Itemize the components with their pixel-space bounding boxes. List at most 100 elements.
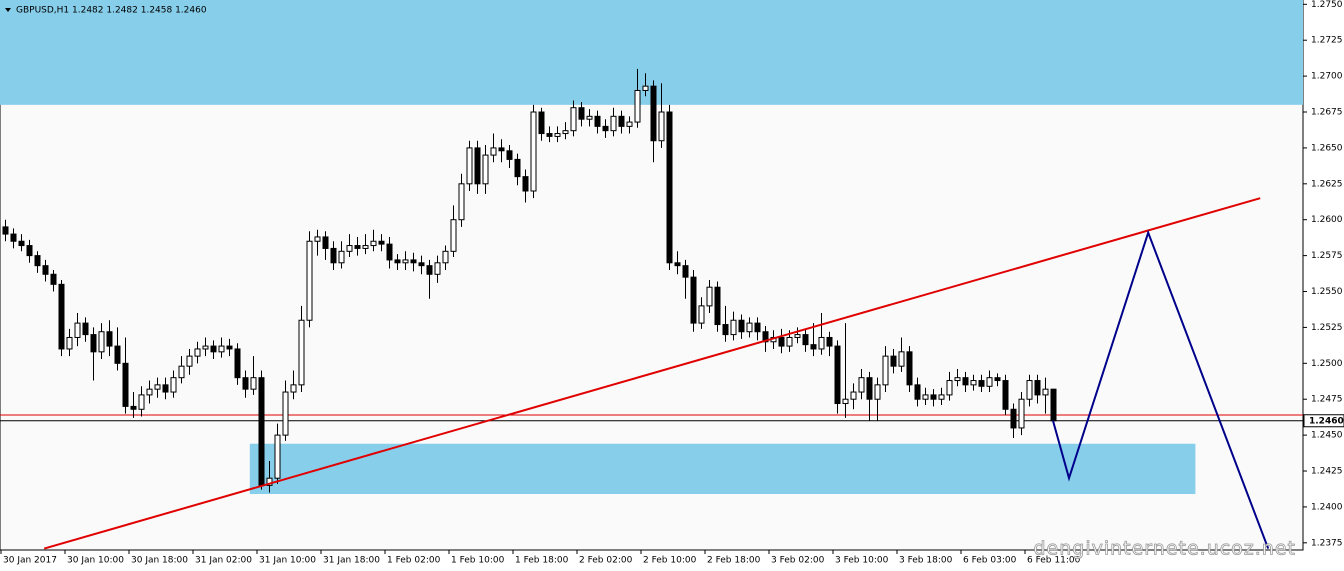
y-tick-label: 1.2375 xyxy=(1311,538,1343,548)
candle-body xyxy=(954,377,961,382)
candle-body xyxy=(802,334,809,346)
candle-body xyxy=(354,245,361,249)
x-tick-label: 31 Jan 02:00 xyxy=(195,556,252,566)
candle-body xyxy=(794,334,801,338)
candle-body xyxy=(1034,380,1041,396)
x-tick-label: 3 Feb 02:00 xyxy=(771,556,825,566)
candle-body xyxy=(546,133,553,137)
candle-body xyxy=(130,405,137,410)
candle-body xyxy=(850,391,857,400)
price-tag xyxy=(1303,414,1344,428)
candle-body xyxy=(298,319,305,386)
candle-body xyxy=(26,245,33,257)
candle-body xyxy=(498,147,505,152)
candle-body xyxy=(1026,380,1033,400)
y-tick-label: 1.2550 xyxy=(1311,287,1343,297)
candle-body xyxy=(50,273,57,285)
y-tick-label: 1.2400 xyxy=(1311,502,1343,512)
candle-body xyxy=(754,322,761,333)
x-tick-label: 6 Feb 11:00 xyxy=(1027,556,1081,566)
y-tick-label: 1.2425 xyxy=(1311,467,1343,477)
candle-body xyxy=(138,394,145,410)
candle-body xyxy=(330,247,337,264)
candle-body xyxy=(898,351,905,367)
price-tag-label: 1.2460 xyxy=(1309,416,1344,426)
candle-body xyxy=(650,85,657,142)
candle-body xyxy=(578,107,585,120)
candle-body xyxy=(634,89,641,123)
candle-body xyxy=(658,111,665,142)
candle-body xyxy=(218,345,225,353)
candle-body xyxy=(186,355,193,367)
candle-body xyxy=(466,147,473,185)
candle-body xyxy=(402,259,409,264)
x-tick-label: 30 Jan 2017 xyxy=(3,556,57,566)
candle-body xyxy=(362,245,369,249)
candle-body xyxy=(818,336,825,350)
x-tick-label: 31 Jan 10:00 xyxy=(259,556,316,566)
candle-body xyxy=(506,150,513,160)
candle-body xyxy=(386,243,393,261)
candle-body xyxy=(626,121,633,127)
candle-body xyxy=(370,240,377,247)
candle-body xyxy=(738,319,745,333)
candle-body xyxy=(194,348,201,357)
candle-body xyxy=(834,345,841,405)
candle-body xyxy=(122,362,129,407)
watermark: dengivinternete.ucoz.net xyxy=(1033,538,1296,560)
candle-body xyxy=(82,322,89,336)
candle-body xyxy=(474,147,481,185)
x-tick-label: 3 Feb 18:00 xyxy=(899,556,953,566)
candle-body xyxy=(762,331,769,343)
y-tick-label: 1.2575 xyxy=(1311,251,1343,261)
candle-body xyxy=(1002,380,1009,410)
candle-body xyxy=(74,322,81,338)
candle-body xyxy=(554,133,561,137)
candle-body xyxy=(562,130,569,135)
candle-body xyxy=(594,115,601,127)
candle-body xyxy=(234,348,241,379)
candle-body xyxy=(2,226,9,235)
candle-body xyxy=(962,377,969,386)
candle-body xyxy=(266,477,273,486)
menu-arrow xyxy=(5,8,11,12)
candle-body xyxy=(722,324,729,336)
candle-body xyxy=(1042,388,1049,396)
candle-body xyxy=(146,388,153,396)
candle-body xyxy=(10,233,17,242)
candle-body xyxy=(290,384,297,393)
candle-body xyxy=(746,322,753,333)
candle-body xyxy=(282,391,289,436)
candle-body xyxy=(826,336,833,347)
candle-body xyxy=(106,331,113,347)
trend-line xyxy=(1052,229,1270,549)
candle-body xyxy=(698,305,705,324)
candle-body xyxy=(338,250,345,264)
candle-body xyxy=(610,115,617,132)
candle-body xyxy=(154,384,161,390)
candle-body xyxy=(18,240,25,247)
y-tick-label: 1.2525 xyxy=(1311,323,1343,333)
candle-body xyxy=(178,365,185,379)
y-tick-label: 1.2750 xyxy=(1311,0,1343,10)
y-tick-label: 1.2675 xyxy=(1311,108,1343,118)
candle-body xyxy=(682,265,689,278)
candle-body xyxy=(58,283,65,350)
candle-body xyxy=(226,345,233,350)
candle-body xyxy=(994,377,1001,382)
candle-body xyxy=(42,265,49,275)
candle-body xyxy=(986,377,993,387)
candle-body xyxy=(922,394,929,400)
y-tick-label: 1.2700 xyxy=(1311,72,1343,82)
x-tick-label: 1 Feb 18:00 xyxy=(515,556,569,566)
y-tick-label: 1.2475 xyxy=(1311,395,1343,405)
candle-body xyxy=(690,276,697,324)
candle-body xyxy=(162,384,169,393)
candle-body xyxy=(34,255,41,267)
candle-body xyxy=(258,377,265,486)
y-tick-label: 1.2625 xyxy=(1311,179,1343,189)
candle-body xyxy=(114,345,121,364)
candle-body xyxy=(674,262,681,267)
candle-body xyxy=(210,345,217,353)
